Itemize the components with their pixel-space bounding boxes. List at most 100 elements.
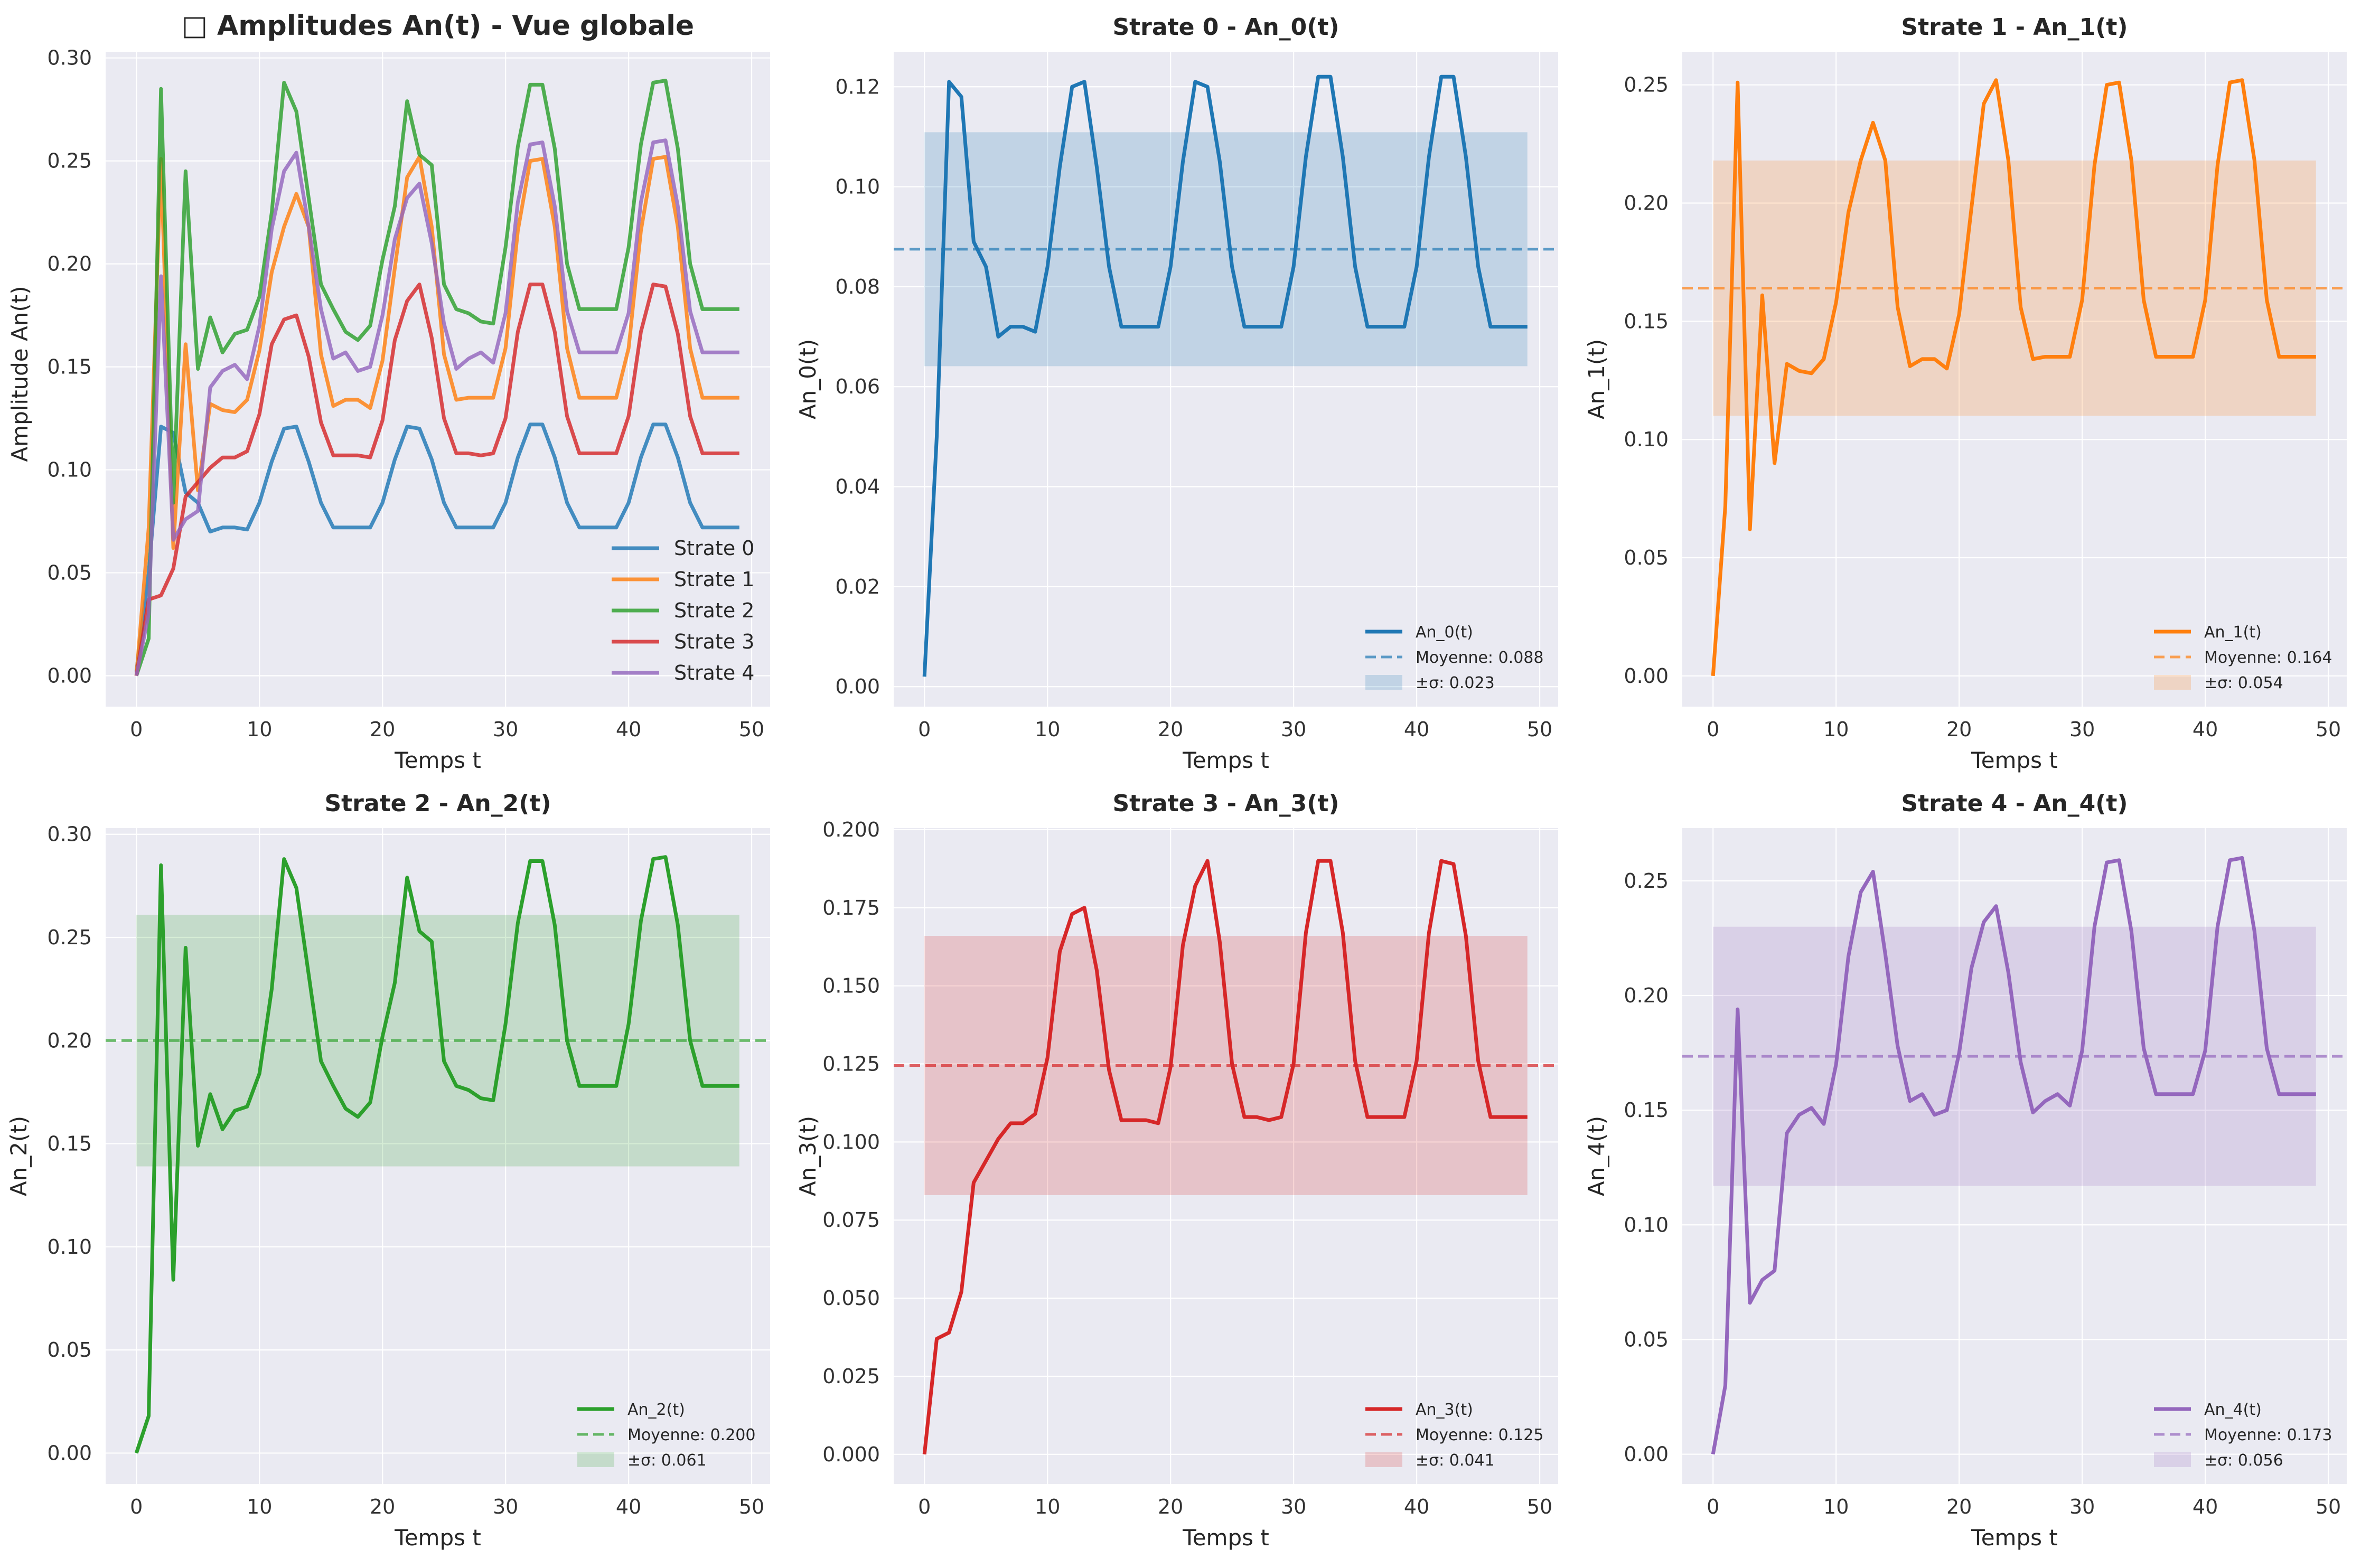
y-tick-label: 0.00: [1624, 1443, 1669, 1466]
y-tick-label: 0.00: [47, 1441, 92, 1464]
chart-panel-2: 0 10 20 30 40 50 0.00 0.05 0.10 0.15 0.20 0.25 Strat…: [1584, 14, 2347, 773]
y-tick-label: 0.25: [47, 149, 92, 173]
legend-label: ±σ: 0.041: [1416, 1451, 1495, 1470]
plot-area: [894, 52, 1558, 707]
y-tick-label: 0.050: [822, 1287, 880, 1310]
x-tick-label: 30: [493, 718, 518, 741]
legend-label: Strate 4: [674, 661, 754, 684]
y-tick-label: 0.25: [1624, 869, 1669, 893]
x-tick-label: 0: [1707, 1495, 1719, 1518]
legend-label: An_2(t): [627, 1401, 685, 1419]
y-tick-label: 0.15: [47, 355, 92, 379]
y-axis-label: An_3(t): [795, 1116, 821, 1196]
series-line-3: [134, 283, 739, 677]
x-axis-label: Temps t: [1971, 1525, 2058, 1551]
y-tick-label: 0.025: [822, 1365, 880, 1388]
y-tick-label: 0.125: [822, 1053, 880, 1076]
x-tick-label: 30: [493, 1495, 518, 1518]
y-tick-label: 0.25: [1624, 73, 1669, 97]
legend-swatch-band: [2154, 1452, 2191, 1467]
y-axis-label: An_1(t): [1584, 339, 1609, 419]
y-axis-label: Amplitude An(t): [7, 286, 33, 462]
legend-swatch-band: [1365, 1452, 1402, 1467]
x-tick-label: 50: [1527, 718, 1552, 741]
x-tick-label: 30: [1281, 1495, 1306, 1518]
y-axis-label: An_0(t): [795, 339, 821, 419]
y-tick-label: 0.06: [835, 375, 880, 398]
legend-label: ±σ: 0.056: [2204, 1451, 2283, 1470]
x-tick-label: 40: [2193, 1495, 2218, 1518]
x-tick-label: 50: [739, 718, 764, 741]
y-tick-label: 0.00: [1624, 664, 1669, 688]
y-tick-label: 0.04: [835, 475, 880, 499]
y-tick-label: 0.08: [835, 275, 880, 298]
y-tick-label: 0.075: [822, 1208, 880, 1232]
y-tick-label: 0.20: [1624, 191, 1669, 214]
chart-title: Strate 1 - An_1(t): [1901, 14, 2128, 41]
y-tick-label: 0.30: [47, 46, 92, 70]
x-tick-label: 40: [616, 1495, 641, 1518]
x-tick-label: 50: [2316, 718, 2341, 741]
x-tick-label: 0: [1707, 718, 1719, 741]
legend-label: An_0(t): [1416, 623, 1473, 642]
series-line-0: [1711, 78, 2316, 677]
y-tick-label: 0.05: [47, 561, 92, 585]
x-tick-label: 30: [2069, 1495, 2095, 1518]
legend-label: Moyenne: 0.173: [2204, 1426, 2332, 1444]
chart-title: Strate 3 - An_3(t): [1112, 790, 1339, 817]
legend-swatch-band: [1365, 675, 1402, 690]
x-tick-label: 30: [1281, 718, 1306, 741]
x-tick-label: 0: [130, 1495, 143, 1518]
legend-label: Strate 3: [674, 630, 754, 653]
x-tick-label: 10: [1823, 718, 1849, 741]
x-tick-label: 0: [918, 718, 931, 741]
x-tick-label: 20: [1158, 718, 1183, 741]
x-tick-label: 0: [130, 718, 143, 741]
x-tick-label: 40: [1404, 1495, 1429, 1518]
legend-label: ±σ: 0.061: [627, 1451, 707, 1470]
x-tick-label: 0: [918, 1495, 931, 1518]
legend-label: Strate 0: [674, 537, 754, 560]
x-tick-label: 40: [1404, 718, 1429, 741]
legend-label: Moyenne: 0.200: [627, 1426, 755, 1444]
y-tick-label: 0.10: [835, 175, 880, 199]
legend-label: An_3(t): [1416, 1401, 1473, 1419]
legend-label: ±σ: 0.054: [2204, 674, 2283, 692]
y-tick-label: 0.100: [822, 1130, 880, 1153]
y-tick-label: 0.150: [822, 974, 880, 998]
x-tick-label: 20: [370, 1495, 395, 1518]
x-tick-label: 10: [1035, 718, 1060, 741]
chart-title: Strate 4 - An_4(t): [1901, 790, 2128, 817]
y-tick-label: 0.10: [47, 458, 92, 482]
x-tick-label: 10: [247, 1495, 272, 1518]
legend-label: Moyenne: 0.125: [1416, 1426, 1543, 1444]
x-tick-label: 20: [1158, 1495, 1183, 1518]
series-line-2: [134, 79, 739, 677]
x-tick-label: 10: [1035, 1495, 1060, 1518]
chart-panel-1: 0 10 20 30 40 50 0.00 0.02 0.04 0.06 0.08 0.10 0.12 S…: [795, 14, 1558, 773]
y-tick-label: 0.05: [47, 1338, 92, 1362]
series-line-4: [134, 138, 739, 677]
legend-label: An_1(t): [2204, 623, 2262, 642]
chart-title: Strate 2 - An_2(t): [324, 790, 551, 817]
x-tick-label: 20: [370, 718, 395, 741]
chart-panel-4: 0 10 20 30 40 50 0.000 0.025 0.050 0.075 0.100 0.12…: [795, 790, 1558, 1551]
x-tick-label: 40: [616, 718, 641, 741]
legend-swatch-band: [577, 1452, 614, 1467]
x-tick-label: 10: [1823, 1495, 1849, 1518]
chart-panel-3: 0 10 20 30 40 50 0.00 0.05 0.10 0.15 0.20 0.25 0.30 S…: [6, 790, 770, 1551]
x-axis-label: Temps t: [1971, 747, 2058, 773]
plot-area: [1682, 52, 2347, 707]
chart-panel-5: 0 10 20 30 40 50 0.00 0.05 0.10 0.15 0.20 0.25 Strat…: [1584, 790, 2347, 1551]
x-tick-label: 20: [1946, 1495, 1972, 1518]
x-tick-label: 50: [1527, 1495, 1552, 1518]
chart-title: Strate 0 - An_0(t): [1112, 14, 1339, 41]
legend-label: Moyenne: 0.164: [2204, 649, 2332, 667]
y-tick-label: 0.00: [835, 675, 880, 698]
x-axis-label: Temps t: [394, 747, 481, 773]
y-tick-label: 0.000: [822, 1443, 880, 1466]
y-tick-label: 0.10: [47, 1235, 92, 1259]
y-tick-label: 0.175: [822, 896, 880, 919]
chart-title: □ Amplitudes An(t) - Vue globale: [182, 10, 694, 42]
